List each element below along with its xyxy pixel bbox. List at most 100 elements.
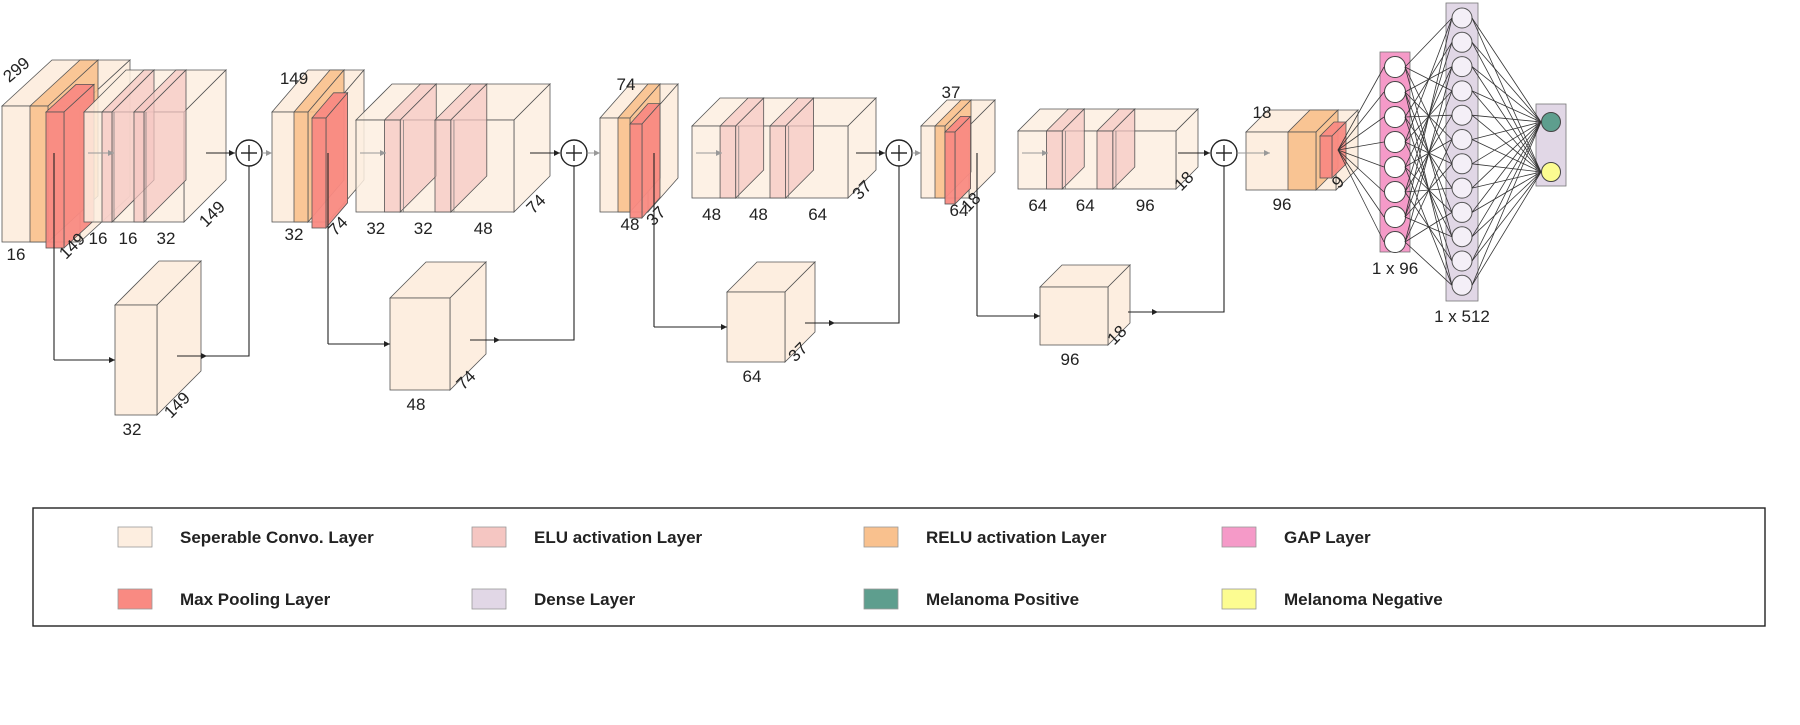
link-arrow-1-head <box>266 150 272 156</box>
gap-to-dense-edge <box>1404 17 1453 218</box>
legend-swatch <box>117 588 153 610</box>
dense-to-negative-edge <box>1471 171 1542 262</box>
pool-to-gap-edge <box>1337 149 1385 243</box>
pool-slice-4 <box>944 115 972 205</box>
dense-node <box>1451 177 1473 199</box>
gap-node <box>1384 156 1406 178</box>
elu-slice-4-1 <box>1045 108 1086 190</box>
branch-mark-3-head <box>829 320 835 326</box>
dense-node <box>1451 7 1473 29</box>
branch-in-4 <box>977 313 1040 319</box>
elu-slice-4-2 <box>1096 108 1136 190</box>
dense-to-positive-edge <box>1471 121 1542 189</box>
gap-to-dense-edge <box>1404 17 1453 143</box>
pool-slice-3 <box>629 102 661 220</box>
label-res-bottom-4: 96 <box>1061 350 1080 369</box>
branch-in-1-head <box>109 357 115 363</box>
elu-slice-1-1-front <box>101 111 113 223</box>
label-bottom-3: 48 <box>621 215 640 234</box>
link-arrow-1 <box>262 150 272 156</box>
dense-to-positive-edge <box>1471 17 1542 123</box>
label-res-bottom-3: 64 <box>743 367 762 386</box>
branch-in-2-head <box>384 341 390 347</box>
dense-to-positive-edge <box>1471 66 1542 123</box>
gap-node <box>1384 206 1406 228</box>
label-conv-4-3: 96 <box>1136 196 1155 215</box>
dense-node <box>1451 31 1473 53</box>
dense-node <box>1451 80 1473 102</box>
branch-mark-1 <box>177 353 207 359</box>
dense-to-negative-edge <box>1471 171 1542 286</box>
elu-slice-3-1-front <box>719 125 737 199</box>
branch-out-4 <box>1128 166 1225 313</box>
conv-stack-4 <box>1017 108 1199 190</box>
conv-stack-3 <box>691 97 877 199</box>
pool-slice-2 <box>311 91 349 230</box>
inner-arrow-4 <box>1022 150 1048 156</box>
add-node-3 <box>885 139 913 167</box>
dense-to-positive-edge <box>1471 121 1542 140</box>
branch-mark-3 <box>805 320 835 326</box>
gap-node <box>1384 181 1406 203</box>
elu-slice-3-2 <box>769 97 815 199</box>
relu-slice-2-front <box>293 111 309 223</box>
dense-to-negative-edge <box>1471 17 1542 173</box>
legend-label: GAP Layer <box>1284 528 1371 547</box>
legend-swatch <box>1221 588 1257 610</box>
gap-node <box>1384 131 1406 153</box>
branch-in-3-head <box>721 324 727 330</box>
final-pool-slice-front <box>1319 135 1333 179</box>
dense-size-label: 1 x 512 <box>1434 307 1490 326</box>
final-label-top: 18 <box>1253 103 1272 122</box>
dense-to-positive-edge <box>1471 121 1542 286</box>
legend-label: Seperable Convo. Layer <box>180 528 374 547</box>
dense-to-negative-edge <box>1471 163 1542 173</box>
link-arrow-3 <box>912 150 921 156</box>
to-add-arrow-3 <box>856 150 885 156</box>
pool-slice-2-front <box>311 117 327 229</box>
residual-volume-1-front <box>114 304 158 416</box>
label-conv-2-1: 32 <box>366 219 385 238</box>
link-arrow-3-head <box>915 150 921 156</box>
dense-node <box>1451 104 1473 126</box>
label-top-2: 149 <box>280 69 308 88</box>
dense-to-negative-edge <box>1471 114 1542 173</box>
branch-out-3 <box>805 166 900 324</box>
output-positive-node <box>1541 112 1561 132</box>
branch-mark-2 <box>470 337 500 343</box>
label-conv-3-2: 48 <box>749 205 768 224</box>
residual-volume-1 <box>114 260 202 416</box>
branch-in-4-head <box>1034 313 1040 319</box>
label-top-4: 37 <box>942 83 961 102</box>
dense-to-positive-edge <box>1471 121 1542 213</box>
label-bottom-2: 32 <box>285 225 304 244</box>
gap-to-dense-edge <box>1404 66 1453 243</box>
final-in-arrow <box>1237 150 1270 156</box>
gap-to-dense-edge <box>1404 241 1453 286</box>
dense-to-positive-edge <box>1471 121 1542 165</box>
elu-slice-4-2-front <box>1096 130 1114 190</box>
label-conv-1-1: 16 <box>89 229 108 248</box>
legend-label: RELU activation Layer <box>926 528 1107 547</box>
final-relu-slice-front <box>1287 131 1317 191</box>
inner-arrow-2 <box>360 150 386 156</box>
dense-node <box>1451 56 1473 78</box>
dense-node <box>1451 153 1473 175</box>
gap-to-dense-edge <box>1404 139 1453 243</box>
dense-to-negative-edge <box>1471 90 1542 173</box>
elu-slice-4-1-front <box>1046 130 1063 190</box>
dense-to-positive-edge <box>1471 90 1542 123</box>
to-add-arrow-2-head <box>554 150 560 156</box>
legend-label: Max Pooling Layer <box>180 590 331 609</box>
inner-arrow-2-head <box>380 150 386 156</box>
pool-slice-3-side <box>641 102 661 220</box>
gap-to-dense-edge <box>1404 212 1453 243</box>
branch-in-1 <box>54 357 115 363</box>
to-add-arrow-1 <box>206 150 235 156</box>
label-conv-4-1: 64 <box>1028 196 1047 215</box>
pool-to-gap-edge <box>1337 91 1385 151</box>
